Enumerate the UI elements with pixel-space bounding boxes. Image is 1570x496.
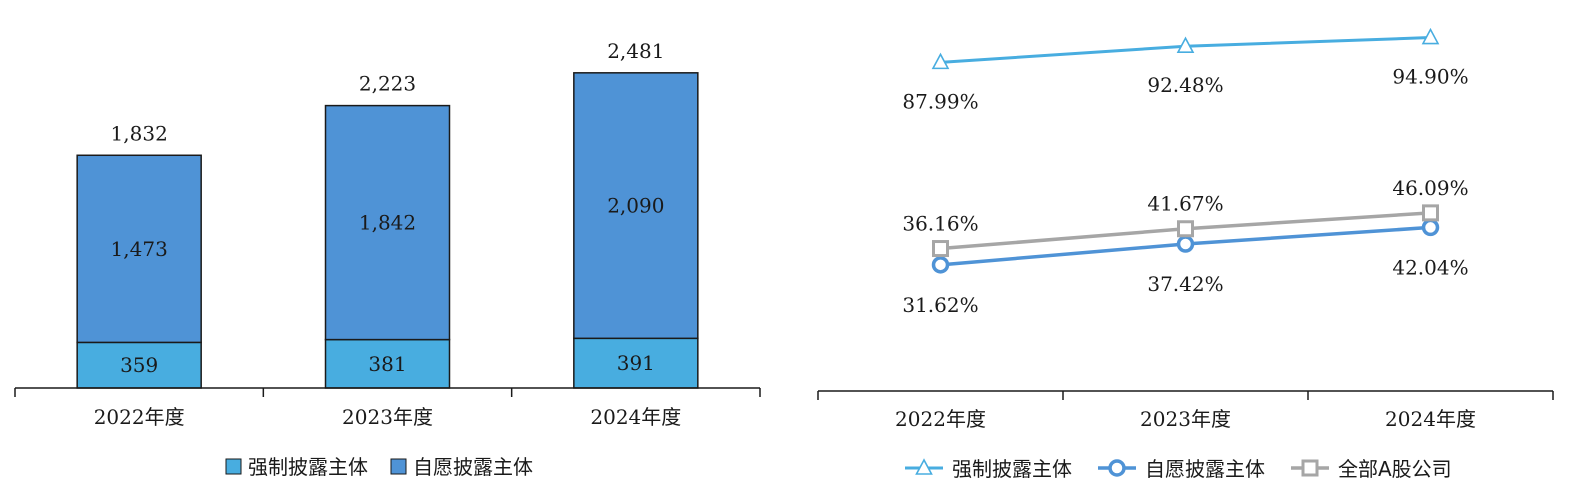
legend-label: 全部A股公司 bbox=[1338, 457, 1452, 481]
data-point-square bbox=[932, 240, 949, 258]
data-label-total: 2,223 bbox=[359, 72, 416, 96]
data-label: 87.99% bbox=[902, 89, 978, 113]
data-label-voluntary: 1,473 bbox=[111, 237, 168, 261]
bar-voluntary-1 bbox=[324, 104, 451, 341]
data-point-circle bbox=[931, 256, 950, 274]
line-chart: 87.99%92.48% 94.90%31.62%37.42%42.04%36.1… bbox=[817, 27, 1554, 481]
data-point-triangle bbox=[931, 52, 950, 70]
legend-marker-square bbox=[1301, 459, 1319, 477]
data-point-triangle bbox=[1421, 27, 1440, 45]
data-label: 42.04% bbox=[1392, 255, 1468, 279]
x-tick-label: 2024年度 bbox=[1385, 407, 1476, 431]
data-point-square bbox=[1422, 204, 1439, 222]
legend-label-voluntary: 自愿披露主体 bbox=[413, 455, 533, 479]
data-label-total: 2,481 bbox=[607, 39, 664, 63]
legend: 强制披露主体 自愿披露主体 bbox=[225, 455, 533, 479]
stacked-bar-chart: 359 1,473 1,832 2022年度 381 1,842 2,223 2023年度 39… bbox=[14, 39, 761, 479]
legend-label: 自愿披露主体 bbox=[1145, 457, 1265, 481]
bar-mandatory-0 bbox=[76, 341, 202, 389]
series-circle: 31.62% 37.42% 42.04% bbox=[902, 218, 1469, 317]
data-label: 46.09% bbox=[1392, 176, 1468, 200]
data-label: 31.62% bbox=[902, 293, 978, 317]
data-label: 94.90% bbox=[1392, 65, 1468, 89]
legend-marker-triangle bbox=[915, 458, 933, 475]
bar-voluntary-0 bbox=[76, 154, 202, 344]
data-label: 92.48% bbox=[1147, 73, 1223, 97]
data-label: 37.42% bbox=[1147, 272, 1223, 296]
data-label: 36.16% bbox=[902, 212, 978, 236]
data-label-voluntary: 1,842 bbox=[359, 211, 416, 235]
bar-voluntary-2 bbox=[573, 72, 699, 340]
x-tick-label: 2023年度 bbox=[342, 405, 433, 429]
data-label-voluntary: 2,090 bbox=[607, 194, 664, 218]
x-tick-label: 2024年度 bbox=[590, 405, 681, 429]
x-tick-label: 2022年度 bbox=[94, 405, 185, 429]
series-triangle: 87.99% 92.48% 94.90% bbox=[902, 27, 1469, 113]
data-point-circle bbox=[1176, 235, 1195, 253]
legend-swatch-voluntary bbox=[390, 458, 407, 475]
legend-marker-circle bbox=[1108, 459, 1126, 477]
data-label: 41.67% bbox=[1147, 192, 1223, 216]
series-square: 36.16% 41.67% 46.09% bbox=[902, 176, 1469, 258]
legend-label-mandatory: 强制披露主体 bbox=[248, 455, 368, 479]
data-label-mandatory: 359 bbox=[120, 353, 158, 377]
legend: 强制披露主体 自愿披露主体 全部A股公司 bbox=[905, 457, 1452, 481]
data-point-triangle bbox=[1176, 36, 1195, 54]
legend-label: 强制披露主体 bbox=[952, 457, 1072, 481]
data-label-total: 1,832 bbox=[111, 121, 168, 145]
data-point-square bbox=[1177, 220, 1194, 238]
x-tick-label: 2023年度 bbox=[1140, 407, 1231, 431]
x-tick-label: 2022年度 bbox=[895, 407, 986, 431]
data-label-mandatory: 381 bbox=[368, 352, 406, 376]
data-point-circle bbox=[1421, 218, 1440, 237]
data-label-mandatory: 391 bbox=[617, 351, 655, 375]
legend-swatch-mandatory bbox=[225, 458, 242, 475]
